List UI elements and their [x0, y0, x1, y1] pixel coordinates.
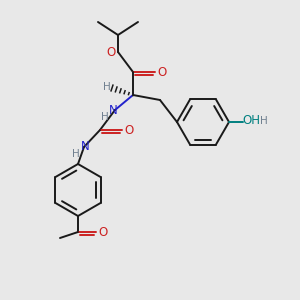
Text: N: N [109, 104, 117, 118]
Text: O: O [158, 65, 166, 79]
Text: O: O [98, 226, 108, 238]
Text: H: H [101, 112, 109, 122]
Text: O: O [124, 124, 134, 136]
Text: H: H [103, 82, 111, 92]
Text: O: O [106, 46, 116, 59]
Text: H: H [260, 116, 268, 126]
Text: OH: OH [242, 115, 260, 128]
Text: H: H [72, 149, 80, 159]
Text: N: N [81, 140, 89, 154]
